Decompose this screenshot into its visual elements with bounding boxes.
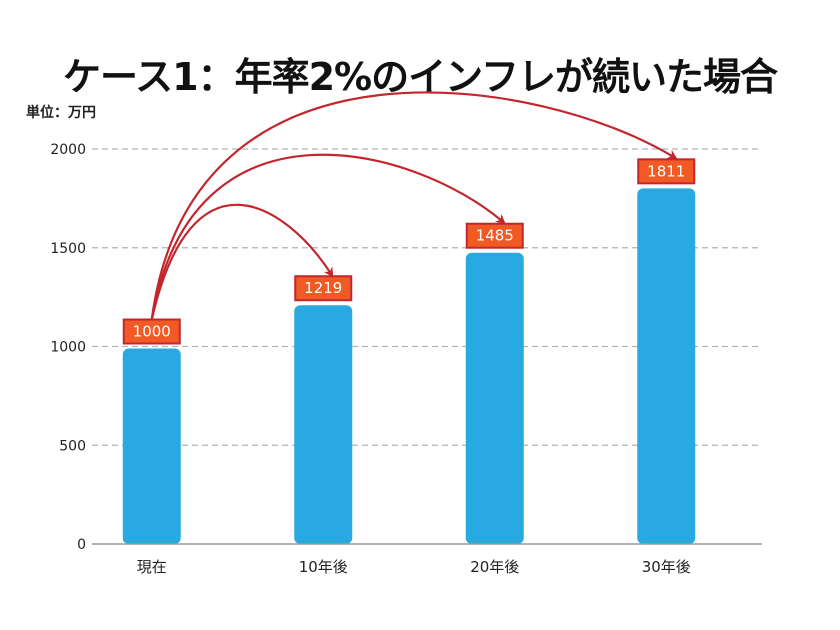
data-label: 1811 xyxy=(647,162,685,180)
unit-label: 単位：万円 xyxy=(26,105,96,121)
y-tick-label: 1000 xyxy=(50,340,86,356)
bar xyxy=(465,252,524,544)
label-layer: 1000 1219 1485 1811 xyxy=(122,158,696,345)
y-tick-label: 0 xyxy=(77,537,86,553)
x-tick-label: 20年後 xyxy=(470,558,519,576)
x-tick-label: 30年後 xyxy=(642,558,691,576)
y-tick-label: 1500 xyxy=(50,241,86,257)
data-label: 1485 xyxy=(476,227,514,245)
arrow-annotation xyxy=(150,203,334,320)
data-label-box xyxy=(637,158,696,185)
grid-layer xyxy=(92,148,762,446)
arrow-layer xyxy=(150,91,678,320)
data-label-box xyxy=(294,275,353,302)
bar xyxy=(637,188,696,544)
x-tick-label: 10年後 xyxy=(299,558,348,576)
bar xyxy=(122,348,181,544)
bar-layer xyxy=(122,188,696,544)
data-label-box xyxy=(122,318,181,345)
data-label-box xyxy=(465,222,524,249)
arrow-annotation xyxy=(150,153,506,320)
data-label: 1000 xyxy=(133,323,171,341)
arrow-annotation xyxy=(150,91,678,320)
bar xyxy=(294,305,353,544)
data-label: 1219 xyxy=(304,279,342,297)
y-tick-label: 500 xyxy=(59,438,86,454)
y-tick-label: 2000 xyxy=(50,142,86,158)
axis-layer: 0 500 1000 1500 2000 現在 10年後 20年後 30年後 xyxy=(50,142,762,576)
x-tick-label: 現在 xyxy=(137,558,167,576)
